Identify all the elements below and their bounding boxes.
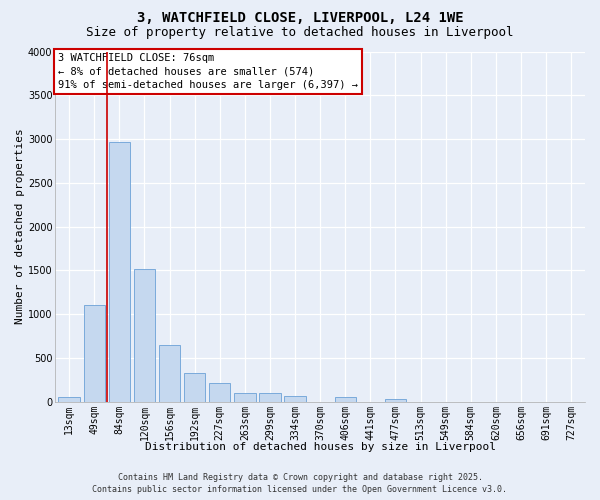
Y-axis label: Number of detached properties: Number of detached properties (15, 128, 25, 324)
Bar (234, 393, 256, 402)
Bar (159, 345, 180, 402)
Bar (335, 398, 356, 402)
Bar (209, 383, 230, 402)
Text: 3 WATCHFIELD CLOSE: 76sqm
← 8% of detached houses are smaller (574)
91% of semi-: 3 WATCHFIELD CLOSE: 76sqm ← 8% of detach… (58, 54, 358, 90)
Bar (83, 304, 105, 402)
X-axis label: Distribution of detached houses by size in Liverpool: Distribution of detached houses by size … (145, 442, 496, 452)
Text: Size of property relative to detached houses in Liverpool: Size of property relative to detached ho… (86, 26, 514, 39)
Bar (284, 396, 306, 402)
Text: 3, WATCHFIELD CLOSE, LIVERPOOL, L24 1WE: 3, WATCHFIELD CLOSE, LIVERPOOL, L24 1WE (137, 11, 463, 25)
Bar (385, 399, 406, 402)
Text: Contains HM Land Registry data © Crown copyright and database right 2025.
Contai: Contains HM Land Registry data © Crown c… (92, 472, 508, 494)
Bar (58, 398, 80, 402)
Bar (184, 373, 205, 402)
Bar (259, 393, 281, 402)
Bar (109, 142, 130, 402)
Bar (134, 268, 155, 402)
